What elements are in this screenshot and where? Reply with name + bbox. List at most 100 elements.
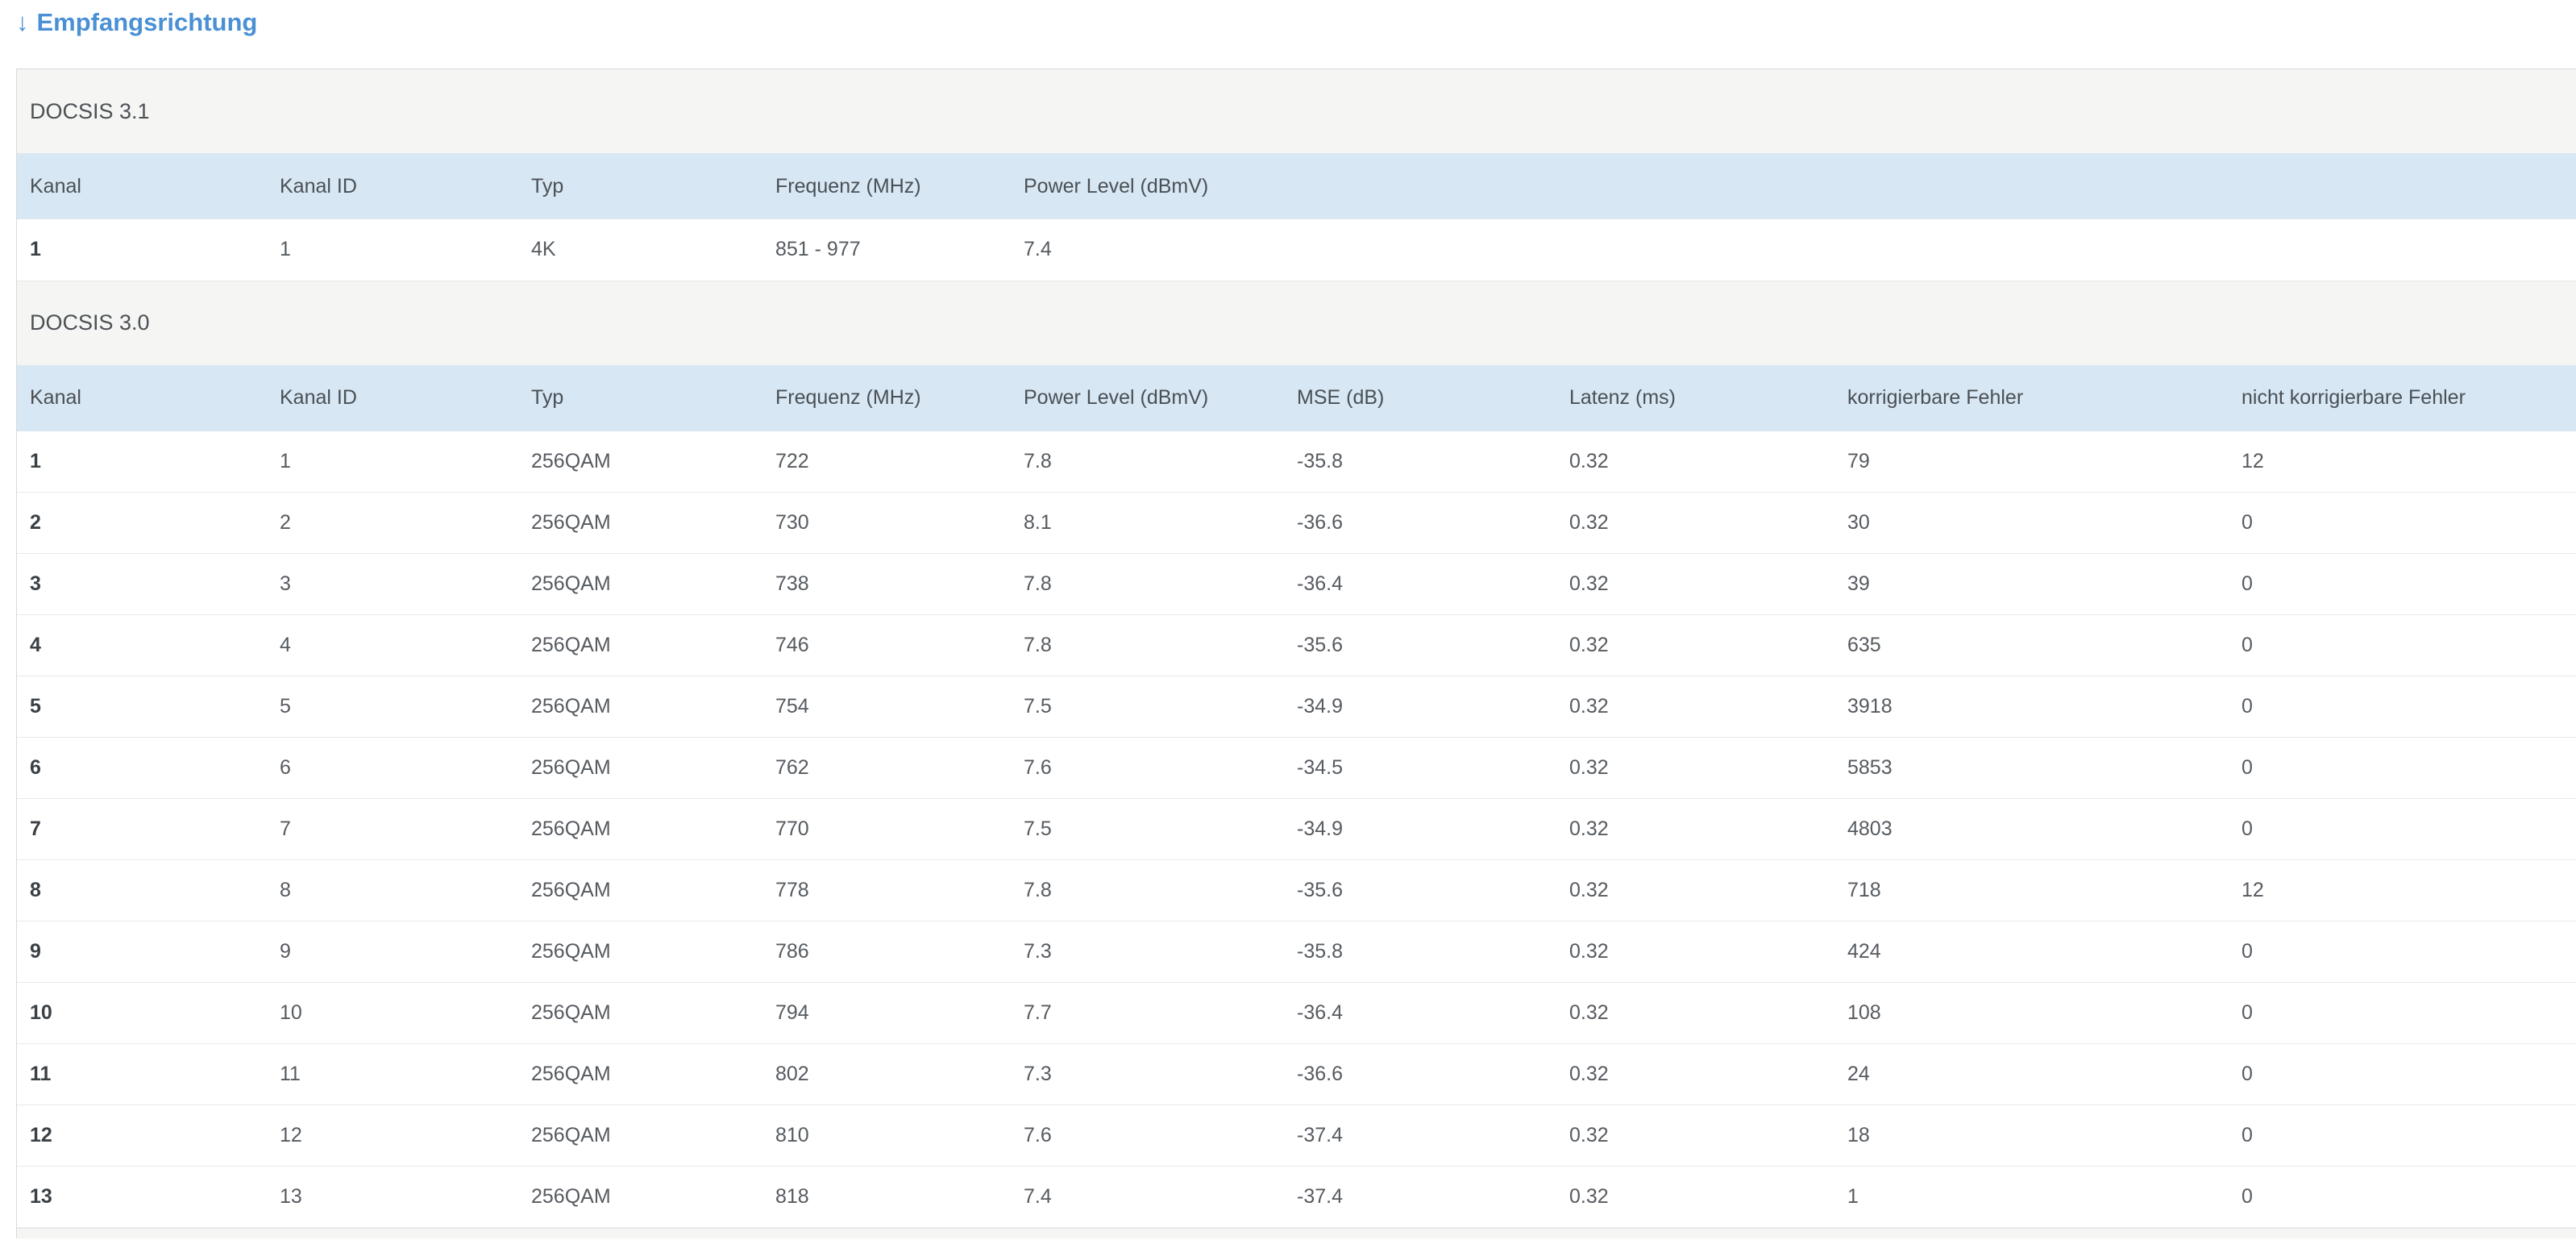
table-cell: 6 bbox=[17, 737, 267, 799]
table-cell: -36.4 bbox=[1284, 982, 1556, 1044]
table-row: 10 10 256QAM 794 7.7 -36.4 0.32 108 0 bbox=[17, 982, 2576, 1044]
table-cell: 722 bbox=[762, 431, 1011, 493]
table-cell: 0.32 bbox=[1556, 1043, 1834, 1105]
table-cell: 13 bbox=[17, 1166, 267, 1228]
table-cell: 0.32 bbox=[1556, 676, 1834, 738]
section-label-docsis31: DOCSIS 3.1 bbox=[17, 69, 2576, 153]
table-cell: 7.6 bbox=[1011, 1105, 1284, 1167]
table-cell: -34.5 bbox=[1284, 737, 1556, 799]
table-cell: 730 bbox=[762, 492, 1011, 554]
table-cell: 0.32 bbox=[1556, 1105, 1834, 1167]
column-header: Latenz (ms) bbox=[1556, 364, 1834, 431]
column-header: nicht korrigierbare Fehler bbox=[2229, 364, 2576, 431]
table-cell: 7 bbox=[267, 798, 518, 860]
table-cell: 1 bbox=[267, 431, 518, 493]
table-row: 1 1 256QAM 722 7.8 -35.8 0.32 79 12 bbox=[17, 431, 2576, 493]
table-cell: 5853 bbox=[1834, 737, 2229, 799]
table-cell: 0 bbox=[2229, 1105, 2576, 1167]
table-cell: 256QAM bbox=[518, 553, 762, 615]
table-cell: 3 bbox=[267, 553, 518, 615]
table-cell: 2 bbox=[17, 492, 267, 554]
column-header bbox=[1556, 153, 1834, 219]
table-cell: 0.32 bbox=[1556, 614, 1834, 676]
column-header: Frequenz (MHz) bbox=[762, 153, 1011, 219]
column-header: Frequenz (MHz) bbox=[762, 364, 1011, 431]
channel-status-panel: DOCSIS 3.1 Kanal Kanal ID Typ Frequenz (MHz… bbox=[16, 69, 2576, 1238]
docsis30-channel-table: Kanal Kanal ID Typ Frequenz (MHz) Power Leve… bbox=[17, 364, 2576, 1228]
table-cell: 0.32 bbox=[1556, 921, 1834, 983]
table-cell: 746 bbox=[762, 614, 1011, 676]
column-header: Kanal bbox=[17, 153, 267, 219]
table-cell: 8 bbox=[17, 859, 267, 922]
column-header: Kanal ID bbox=[267, 153, 518, 219]
table-cell: 754 bbox=[762, 676, 1011, 738]
table-cell: -36.6 bbox=[1284, 492, 1556, 554]
table-cell: -35.8 bbox=[1284, 921, 1556, 983]
table-row: 3 3 256QAM 738 7.8 -36.4 0.32 39 0 bbox=[17, 553, 2576, 615]
table-row: 4 4 256QAM 746 7.8 -35.6 0.32 635 0 bbox=[17, 614, 2576, 676]
table-cell: 12 bbox=[2229, 859, 2576, 922]
column-header: Kanal bbox=[17, 364, 267, 431]
table-cell: 0 bbox=[2229, 1166, 2576, 1228]
table-cell: 0.32 bbox=[1556, 492, 1834, 554]
table-cell: 0.32 bbox=[1556, 737, 1834, 799]
docsis31-channel-table: Kanal Kanal ID Typ Frequenz (MHz) Power Leve… bbox=[17, 153, 2576, 281]
column-header-row: Kanal Kanal ID Typ Frequenz (MHz) Power Leve… bbox=[17, 364, 2576, 431]
table-cell: 39 bbox=[1834, 553, 2229, 615]
table-cell: 108 bbox=[1834, 982, 2229, 1044]
table-cell: -35.6 bbox=[1284, 859, 1556, 922]
table-row: 2 2 256QAM 730 8.1 -36.6 0.32 30 0 bbox=[17, 492, 2576, 554]
table-cell: 0 bbox=[2229, 553, 2576, 615]
table-cell: 738 bbox=[762, 553, 1011, 615]
table-cell: 7.6 bbox=[1011, 737, 1284, 799]
table-cell: 0 bbox=[2229, 614, 2576, 676]
page-title-label: Empfangsrichtung bbox=[36, 8, 258, 36]
table-cell: 8.1 bbox=[1011, 492, 1284, 554]
table-cell: 4K bbox=[518, 219, 762, 281]
table-cell: 256QAM bbox=[518, 798, 762, 860]
table-cell bbox=[1834, 219, 2229, 281]
table-cell: -35.8 bbox=[1284, 431, 1556, 493]
table-cell: 0 bbox=[2229, 921, 2576, 983]
table-cell: 851 - 977 bbox=[762, 219, 1011, 281]
table-cell: 256QAM bbox=[518, 737, 762, 799]
table-cell: 256QAM bbox=[518, 431, 762, 493]
table-cell bbox=[2229, 219, 2576, 281]
table-cell: 4 bbox=[267, 614, 518, 676]
table-row: 6 6 256QAM 762 7.6 -34.5 0.32 5853 0 bbox=[17, 737, 2576, 799]
table-cell: 256QAM bbox=[518, 921, 762, 983]
table-cell: 770 bbox=[762, 798, 1011, 860]
table-cell: 12 bbox=[17, 1105, 267, 1167]
table-cell: 2 bbox=[267, 492, 518, 554]
section-label-docsis30: DOCSIS 3.0 bbox=[17, 281, 2576, 365]
table-cell: 0 bbox=[2229, 737, 2576, 799]
table-cell: 4803 bbox=[1834, 798, 2229, 860]
table-cell: 7.4 bbox=[1011, 1166, 1284, 1228]
table-cell: 424 bbox=[1834, 921, 2229, 983]
table-cell: 10 bbox=[17, 982, 267, 1044]
table-cell: 810 bbox=[762, 1105, 1011, 1167]
table-cell: 0.32 bbox=[1556, 859, 1834, 922]
table-cell: -36.4 bbox=[1284, 553, 1556, 615]
table-cell: 256QAM bbox=[518, 676, 762, 738]
table-cell: 7.8 bbox=[1011, 553, 1284, 615]
table-row: 9 9 256QAM 786 7.3 -35.8 0.32 424 0 bbox=[17, 921, 2576, 983]
table-cell: 0.32 bbox=[1556, 1166, 1834, 1228]
table-cell: 6 bbox=[267, 737, 518, 799]
table-cell: 7.8 bbox=[1011, 859, 1284, 922]
table-cell: 762 bbox=[762, 737, 1011, 799]
column-header bbox=[1284, 153, 1556, 219]
table-cell: 0 bbox=[2229, 676, 2576, 738]
table-cell: -35.6 bbox=[1284, 614, 1556, 676]
table-cell: 0.32 bbox=[1556, 431, 1834, 493]
column-header: Kanal ID bbox=[267, 364, 518, 431]
table-cell: 0.32 bbox=[1556, 982, 1834, 1044]
table-cell: 256QAM bbox=[518, 1166, 762, 1228]
table-cell: 0 bbox=[2229, 1043, 2576, 1105]
table-cell: 18 bbox=[1834, 1105, 2229, 1167]
table-cell: 0.32 bbox=[1556, 553, 1834, 615]
table-cell: 12 bbox=[2229, 431, 2576, 493]
table-cell: 0 bbox=[2229, 798, 2576, 860]
section-toggle-empfangsrichtung[interactable]: ↓ Empfangsrichtung bbox=[16, 8, 257, 37]
table-cell: 7.4 bbox=[1011, 219, 1284, 281]
